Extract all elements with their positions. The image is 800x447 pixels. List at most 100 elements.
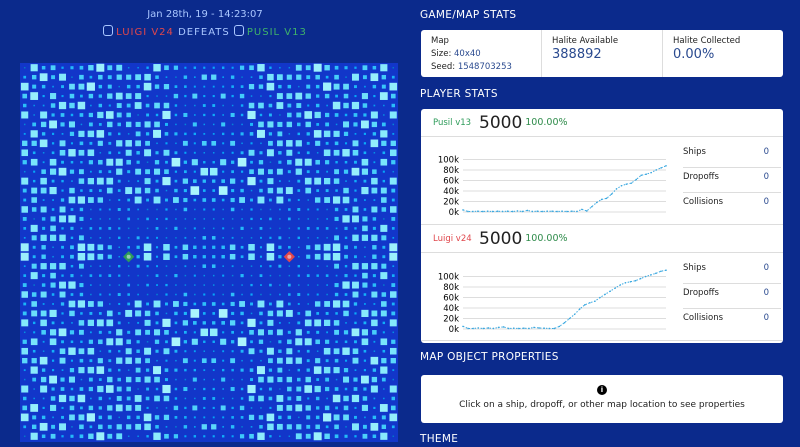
map-cell[interactable] xyxy=(279,208,281,211)
map-cell[interactable] xyxy=(212,227,215,230)
map-cell[interactable] xyxy=(276,329,283,336)
map-cell[interactable] xyxy=(212,378,215,381)
map-cell[interactable] xyxy=(68,215,76,223)
map-cell[interactable] xyxy=(267,73,274,81)
map-cell[interactable] xyxy=(41,245,46,250)
map-cell[interactable] xyxy=(164,368,169,372)
map-cell[interactable] xyxy=(362,216,368,222)
map-cell[interactable] xyxy=(183,75,188,79)
map-cell[interactable] xyxy=(230,387,235,392)
map-cell[interactable] xyxy=(353,198,358,202)
map-cell[interactable] xyxy=(352,140,359,147)
map-cell[interactable] xyxy=(267,169,273,175)
map-cell[interactable] xyxy=(295,158,303,166)
map-cell[interactable] xyxy=(49,338,57,346)
map-cell[interactable] xyxy=(146,302,149,306)
map-cell[interactable] xyxy=(137,274,139,277)
map-cell[interactable] xyxy=(125,357,132,364)
map-cell[interactable] xyxy=(107,65,113,71)
map-cell[interactable] xyxy=(362,282,368,288)
map-cell[interactable] xyxy=(108,368,112,372)
map-cell[interactable] xyxy=(193,245,197,249)
map-cell[interactable] xyxy=(61,415,64,419)
map-cell[interactable] xyxy=(155,188,159,193)
map-cell[interactable] xyxy=(315,396,320,401)
map-cell[interactable] xyxy=(334,263,340,269)
map-cell[interactable] xyxy=(370,73,379,82)
map-cell[interactable] xyxy=(316,293,319,296)
map-cell[interactable] xyxy=(135,377,141,383)
map-cell[interactable] xyxy=(50,282,56,288)
map-cell[interactable] xyxy=(353,377,358,382)
map-cell[interactable] xyxy=(98,312,102,315)
map-cell[interactable] xyxy=(32,84,37,89)
map-cell[interactable] xyxy=(305,187,312,194)
map-cell[interactable] xyxy=(248,414,255,420)
map-cell[interactable] xyxy=(389,111,397,119)
map-cell[interactable] xyxy=(137,293,139,296)
map-cell[interactable] xyxy=(88,386,93,392)
map-cell[interactable] xyxy=(146,208,149,211)
map-cell[interactable] xyxy=(78,263,84,269)
map-cell[interactable] xyxy=(106,310,113,317)
map-cell[interactable] xyxy=(351,167,360,176)
map-cell[interactable] xyxy=(354,415,357,419)
map-cell[interactable] xyxy=(127,293,130,296)
map-cell[interactable] xyxy=(32,122,37,127)
map-cell[interactable] xyxy=(250,407,253,409)
map-cell[interactable] xyxy=(156,208,158,211)
map-cell[interactable] xyxy=(49,375,58,384)
map-cell[interactable] xyxy=(314,253,321,260)
map-cell[interactable] xyxy=(220,159,227,166)
map-cell[interactable] xyxy=(277,131,283,137)
map-cell[interactable] xyxy=(193,66,197,69)
map-cell[interactable] xyxy=(163,102,170,109)
map-cell[interactable] xyxy=(137,435,139,438)
map-cell[interactable] xyxy=(343,405,349,411)
map-cell[interactable] xyxy=(175,426,177,428)
map-cell[interactable] xyxy=(316,218,319,220)
map-cell[interactable] xyxy=(298,85,300,88)
map-cell[interactable] xyxy=(135,367,141,373)
map-cell[interactable] xyxy=(239,301,245,307)
map-cell[interactable] xyxy=(90,284,92,286)
map-cell[interactable] xyxy=(222,85,225,88)
map-cell[interactable] xyxy=(266,243,275,252)
map-cell[interactable] xyxy=(98,424,103,430)
map-cell[interactable] xyxy=(71,322,73,324)
map-cell[interactable] xyxy=(313,432,322,441)
map-cell[interactable] xyxy=(23,66,26,69)
map-cell[interactable] xyxy=(23,75,27,79)
map-cell[interactable] xyxy=(389,319,397,327)
map-cell[interactable] xyxy=(334,65,339,70)
map-cell[interactable] xyxy=(231,350,234,353)
map-cell[interactable] xyxy=(332,101,341,110)
map-cell[interactable] xyxy=(184,85,187,88)
map-cell[interactable] xyxy=(183,207,188,212)
map-cell[interactable] xyxy=(40,291,47,298)
map-cell[interactable] xyxy=(183,340,188,344)
map-cell[interactable] xyxy=(380,158,388,166)
map-cell[interactable] xyxy=(259,75,263,79)
map-cell[interactable] xyxy=(30,224,38,232)
map-cell[interactable] xyxy=(382,151,386,155)
map-cell[interactable] xyxy=(259,113,263,117)
map-cell[interactable] xyxy=(306,254,311,259)
map-cell[interactable] xyxy=(98,74,103,80)
map-cell[interactable] xyxy=(61,435,64,438)
map-cell[interactable] xyxy=(135,74,142,81)
map-cell[interactable] xyxy=(381,122,386,127)
map-cell[interactable] xyxy=(222,237,224,239)
map-cell[interactable] xyxy=(231,435,234,438)
map-cell[interactable] xyxy=(136,245,140,249)
map-cell[interactable] xyxy=(361,338,369,346)
map-cell[interactable] xyxy=(97,197,104,203)
map-cell[interactable] xyxy=(99,152,102,154)
map-cell[interactable] xyxy=(335,312,338,315)
map-cell[interactable] xyxy=(260,208,262,211)
map-cell[interactable] xyxy=(61,321,64,325)
map-cell[interactable] xyxy=(297,302,300,305)
map-cell[interactable] xyxy=(354,340,357,344)
map-cell[interactable] xyxy=(127,265,130,267)
map-cell[interactable] xyxy=(89,331,92,334)
